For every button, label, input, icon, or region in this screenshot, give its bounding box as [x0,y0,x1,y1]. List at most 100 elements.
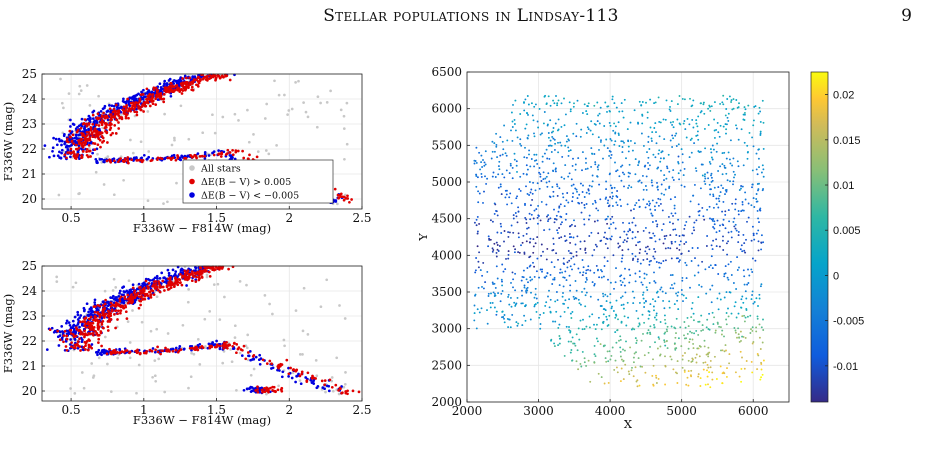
map-point [499,136,502,139]
map-point [751,225,754,228]
star-point [60,139,64,143]
map-point [717,197,720,200]
map-point [758,297,761,300]
map-point [672,368,675,371]
map-point [572,132,575,135]
map-point [736,269,739,271]
map-point [623,98,626,101]
map-point [491,175,494,178]
map-point [684,128,687,131]
map-point [521,324,524,327]
map-point [722,187,724,190]
star-point [108,104,111,107]
star-point [166,200,169,204]
map-point [740,339,742,342]
map-point [722,200,725,203]
star-point [236,149,240,153]
map-point [619,279,622,282]
map-point [497,292,500,295]
map-point [571,336,574,339]
map-point [692,342,695,345]
map-point [758,336,761,339]
map-point [732,282,735,284]
star-point [113,124,117,127]
star-point [135,107,138,111]
map-point [655,261,658,263]
star-point [85,124,89,128]
map-point [653,309,655,312]
map-point [683,167,686,170]
map-point [713,129,716,132]
map-point [623,349,626,352]
map-point [500,278,503,281]
map-point [709,288,712,291]
star-point [141,93,145,96]
map-point [477,190,480,193]
star-point [89,129,93,132]
star-point [88,116,92,120]
map-point [701,206,704,209]
map-point [681,153,684,156]
map-point [495,143,498,146]
map-point [685,264,688,267]
map-point [525,164,528,167]
map-point [500,292,503,295]
map-point [487,295,490,297]
map-point [753,206,756,208]
map-point [725,291,728,294]
map-point [634,236,637,239]
map-point [751,186,753,189]
map-point [569,284,572,287]
map-point [647,317,650,320]
map-point [670,283,673,286]
map-point [535,208,538,211]
map-point [556,185,559,188]
map-point [613,143,616,146]
map-point [615,366,618,369]
star-point [234,150,238,154]
map-point [719,298,722,301]
star-point [256,150,260,153]
map-point [564,144,567,147]
star-point [80,138,83,142]
map-point [603,265,606,267]
star-point [99,145,102,149]
star-point [65,144,69,148]
map-point [610,307,613,310]
map-point [721,239,724,242]
map-point [704,173,706,176]
map-point [632,217,635,220]
star-point [58,139,62,143]
map-point [611,195,614,198]
map-point [550,261,553,264]
map-point [638,160,641,163]
map-point [543,229,546,232]
map-point [646,252,648,255]
map-point [746,315,749,318]
star-point [119,113,123,117]
map-point [512,214,515,217]
map-point [484,163,487,166]
map-point [735,288,738,290]
map-point [570,340,573,343]
map-point [481,274,484,277]
map-point [583,240,586,243]
map-point [540,200,543,203]
map-point [508,318,511,321]
map-point [607,324,610,326]
map-point [572,255,575,258]
map-point [642,297,645,300]
map-point [642,144,645,147]
map-point [752,119,755,122]
star-point [346,197,350,200]
map-point [703,339,706,342]
map-point [612,221,615,224]
star-point [247,140,251,144]
map-point [559,271,561,274]
map-point [637,317,640,320]
map-point [645,101,647,104]
map-point [756,353,759,355]
map-point [648,263,651,266]
map-point [716,142,719,145]
map-point [756,209,759,212]
